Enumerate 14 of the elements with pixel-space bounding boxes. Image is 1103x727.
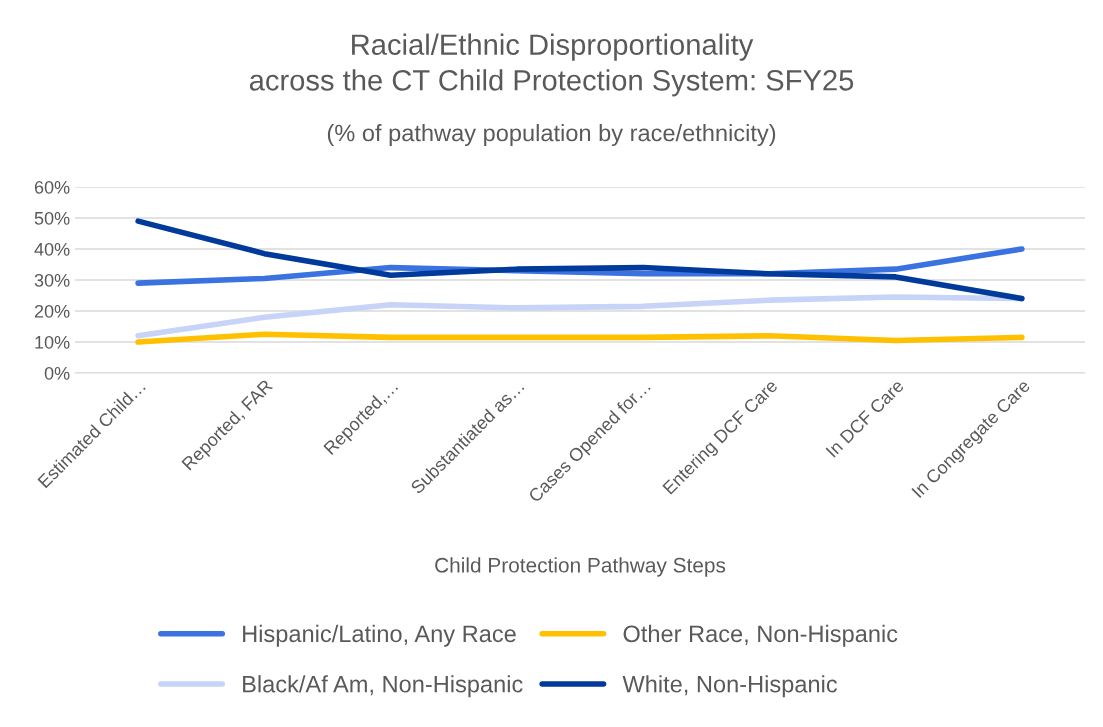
legend-label: White, Non-Hispanic: [622, 675, 838, 698]
chart-subtitle: (% of pathway population by race/ethnicity): [327, 124, 776, 146]
y-tick-label: 30%: [34, 273, 70, 287]
legend-label: Black/Af Am, Non-Hispanic: [243, 675, 523, 698]
y-tick-label: 20%: [34, 304, 70, 318]
y-tick-label: 40%: [34, 242, 70, 256]
x-axis-title: Child Protection Pathway Steps: [435, 557, 726, 577]
y-tick-label: 10%: [35, 335, 70, 349]
y-tick-label: 0%: [44, 366, 70, 380]
y-tick-label: 60%: [34, 180, 70, 194]
y-tick-label: 50%: [34, 211, 70, 225]
chart-title: Racial/Ethnic Disproportionality across the CT Child Protection System: SFY25: [249, 33, 854, 97]
legend-label: Other Race, Non-Hispanic: [623, 624, 898, 647]
legend-label: Hispanic/Latino, Any Race: [243, 624, 516, 647]
